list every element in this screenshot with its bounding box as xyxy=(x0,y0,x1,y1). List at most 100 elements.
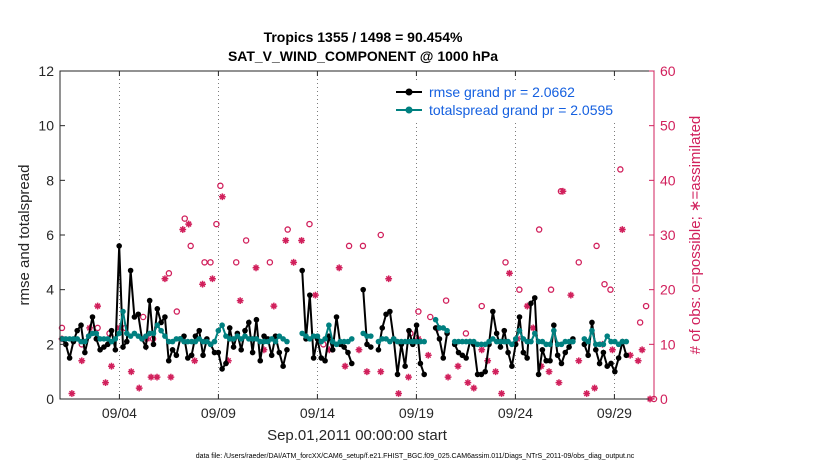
series-point-spread xyxy=(322,336,328,342)
obs-assimilated-marker xyxy=(298,237,305,244)
obs-possible-marker xyxy=(181,215,188,222)
series-point-spread xyxy=(528,338,534,345)
series-point-spread xyxy=(589,327,595,334)
series-point-spread xyxy=(509,341,515,348)
obs-assimilated-marker xyxy=(127,368,135,376)
series-point-rmse xyxy=(413,322,420,329)
series-point-rmse xyxy=(562,349,569,356)
series-point-spread xyxy=(154,322,161,329)
series-point-spread xyxy=(158,327,164,334)
series-point-spread xyxy=(215,327,222,334)
series-point-rmse xyxy=(482,368,489,375)
series-point-rmse xyxy=(348,360,355,367)
obs-possible-marker xyxy=(593,242,600,250)
obs-possible-marker xyxy=(617,166,624,173)
series-point-rmse xyxy=(436,336,443,342)
series-point-spread xyxy=(150,330,157,337)
obs-assimilated-marker xyxy=(236,297,244,304)
series-point-rmse xyxy=(345,349,351,356)
obs-possible-marker xyxy=(516,286,523,293)
y-tick-label-left: 0 xyxy=(46,391,54,407)
series-point-rmse xyxy=(74,327,81,334)
obs-possible-marker xyxy=(575,259,583,266)
series-point-rmse xyxy=(612,368,618,375)
obs-assimilated-marker xyxy=(395,390,402,397)
series-point-rmse xyxy=(238,347,244,353)
series-point-rmse xyxy=(329,347,336,353)
series-point-spread xyxy=(219,322,225,329)
obs-possible-marker xyxy=(415,308,422,315)
x-tick-label: 09/14 xyxy=(300,405,335,421)
obs-assimilated-marker xyxy=(161,275,169,283)
series-point-rmse xyxy=(253,316,260,323)
obs-assimilated-marker xyxy=(492,368,499,376)
obs-assimilated-marker xyxy=(545,368,553,376)
series-point-rmse xyxy=(310,355,317,361)
y-tick-label-right: 30 xyxy=(660,227,676,243)
y-tick-label-left: 8 xyxy=(46,172,54,188)
series-point-rmse xyxy=(112,347,119,353)
obs-possible-marker xyxy=(359,242,367,250)
obs-possible-marker xyxy=(442,297,450,304)
series-point-rmse xyxy=(589,319,595,326)
obs-assimilated-marker xyxy=(385,275,393,283)
obs-possible-marker xyxy=(427,313,434,321)
series-point-spread xyxy=(82,338,88,345)
series-point-spread xyxy=(120,308,126,315)
obs-assimilated-marker xyxy=(94,302,102,310)
series-point-rmse xyxy=(509,363,515,370)
obs-assimilated-marker xyxy=(575,357,583,365)
series-point-rmse xyxy=(108,327,115,334)
series-point-rmse xyxy=(188,352,195,359)
obs-assimilated-marker xyxy=(454,362,462,370)
series-point-rmse xyxy=(585,352,591,359)
series-point-rmse xyxy=(127,267,134,274)
obs-assimilated-marker xyxy=(377,368,385,376)
series-point-rmse xyxy=(520,349,527,356)
obs-possible-marker xyxy=(607,286,614,293)
obs-assimilated-marker xyxy=(191,357,199,365)
series-point-spread xyxy=(116,330,122,337)
series-point-rmse xyxy=(535,371,542,378)
obs-assimilated-marker xyxy=(363,368,371,376)
series-point-spread xyxy=(272,338,279,345)
obs-assimilated-marker xyxy=(498,390,505,397)
series-point-rmse xyxy=(268,352,275,359)
obs-assimilated-marker xyxy=(290,258,298,266)
series-point-rmse xyxy=(173,352,180,359)
series-point-rmse xyxy=(505,349,511,356)
series-point-rmse xyxy=(387,308,393,315)
obs-assimilated-marker xyxy=(559,187,567,195)
y-tick-label-left: 6 xyxy=(46,227,54,243)
series-point-rmse xyxy=(558,360,565,367)
series-point-spread xyxy=(432,316,439,323)
series-point-spread xyxy=(162,333,168,339)
obs-assimilated-marker xyxy=(78,357,86,365)
series-point-rmse xyxy=(516,314,523,320)
series-point-rmse xyxy=(547,357,553,364)
series-point-spread xyxy=(531,330,538,337)
obs-assimilated-marker xyxy=(108,362,115,370)
series-point-rmse xyxy=(223,360,229,367)
obs-assimilated-marker xyxy=(470,384,478,392)
series-point-rmse xyxy=(143,344,149,350)
series-point-rmse xyxy=(493,330,500,337)
x-tick-label: 09/24 xyxy=(498,405,533,421)
series-point-rmse xyxy=(394,371,401,378)
obs-assimilated-marker xyxy=(478,346,486,354)
series-point-rmse xyxy=(246,319,252,326)
grid xyxy=(119,71,615,399)
legend-box xyxy=(393,81,647,121)
obs-assimilated-marker xyxy=(537,362,545,370)
chart-title-line2: SAT_V_WIND_COMPONENT @ 1000 hPa xyxy=(228,48,498,64)
obs-assimilated-marker xyxy=(634,357,642,365)
legend-label-spread: totalspread grand pr = 2.0595 xyxy=(429,102,613,118)
series-point-spread xyxy=(516,327,523,334)
obs-assimilated-marker xyxy=(355,346,363,354)
obs-assimilated-marker xyxy=(618,226,626,233)
series-point-rmse xyxy=(406,327,412,334)
series-point-spread xyxy=(623,338,630,345)
series-point-rmse xyxy=(379,325,386,331)
series-point-rmse xyxy=(539,347,546,353)
obs-possible-marker xyxy=(165,270,173,277)
